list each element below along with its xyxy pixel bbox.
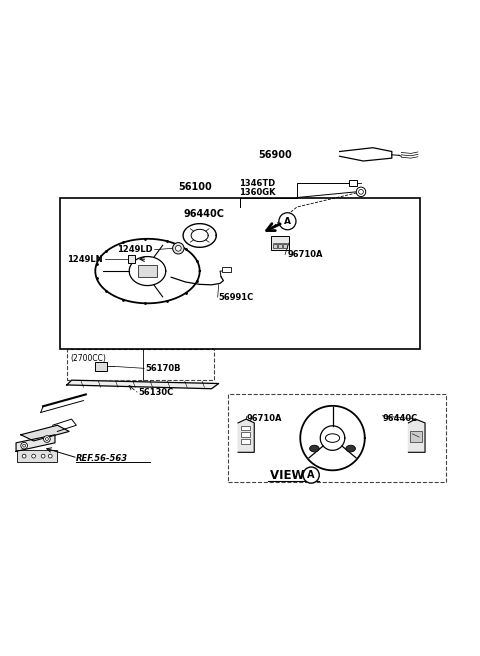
Circle shape bbox=[41, 454, 45, 458]
Bar bbox=[273, 244, 277, 248]
Polygon shape bbox=[21, 425, 69, 441]
Bar bbox=[410, 432, 422, 442]
Circle shape bbox=[303, 467, 319, 483]
Bar bbox=[241, 439, 250, 443]
Text: A: A bbox=[284, 216, 291, 226]
Text: 96440C: 96440C bbox=[383, 414, 418, 422]
Polygon shape bbox=[340, 148, 392, 161]
Text: 1346TD: 1346TD bbox=[240, 179, 276, 188]
Bar bbox=[60, 197, 420, 350]
Text: 96440C: 96440C bbox=[183, 209, 224, 219]
Bar bbox=[96, 362, 107, 371]
Bar bbox=[67, 350, 214, 380]
Text: A: A bbox=[307, 470, 315, 480]
Text: 56170B: 56170B bbox=[145, 364, 180, 373]
Circle shape bbox=[176, 245, 181, 251]
Bar bbox=[128, 255, 135, 263]
Polygon shape bbox=[67, 380, 219, 389]
Text: 56900: 56900 bbox=[258, 150, 292, 160]
Bar bbox=[17, 450, 57, 462]
Text: 1360GK: 1360GK bbox=[239, 188, 276, 197]
Bar bbox=[241, 426, 250, 430]
Text: 1249LD: 1249LD bbox=[117, 245, 152, 255]
Polygon shape bbox=[16, 435, 55, 451]
Text: 96710A: 96710A bbox=[247, 414, 283, 422]
Bar bbox=[228, 394, 446, 482]
Circle shape bbox=[44, 436, 50, 442]
Polygon shape bbox=[408, 419, 425, 452]
Text: 56991C: 56991C bbox=[219, 293, 254, 302]
Ellipse shape bbox=[346, 445, 355, 452]
Bar bbox=[283, 244, 287, 248]
Circle shape bbox=[356, 187, 366, 197]
Bar bbox=[278, 244, 282, 248]
Bar bbox=[271, 236, 289, 250]
Circle shape bbox=[359, 190, 363, 194]
Ellipse shape bbox=[325, 434, 340, 442]
Text: 96710A: 96710A bbox=[288, 250, 323, 259]
Text: 56100: 56100 bbox=[178, 182, 212, 192]
Text: VIEW: VIEW bbox=[270, 468, 309, 482]
Text: REF.56-563: REF.56-563 bbox=[76, 454, 129, 463]
Text: (2700CC): (2700CC) bbox=[71, 354, 107, 363]
Circle shape bbox=[279, 213, 296, 230]
Circle shape bbox=[21, 442, 27, 449]
Circle shape bbox=[32, 454, 36, 458]
Bar bbox=[241, 432, 250, 437]
Bar bbox=[349, 180, 357, 186]
Circle shape bbox=[48, 454, 52, 458]
Text: 56130C: 56130C bbox=[138, 388, 173, 396]
Bar bbox=[222, 267, 230, 272]
Bar bbox=[138, 266, 157, 277]
Circle shape bbox=[46, 438, 48, 440]
Circle shape bbox=[173, 243, 184, 254]
Polygon shape bbox=[238, 419, 254, 452]
Circle shape bbox=[23, 444, 25, 447]
Ellipse shape bbox=[310, 445, 319, 452]
Text: 1249LN: 1249LN bbox=[67, 255, 102, 264]
Circle shape bbox=[22, 454, 26, 458]
